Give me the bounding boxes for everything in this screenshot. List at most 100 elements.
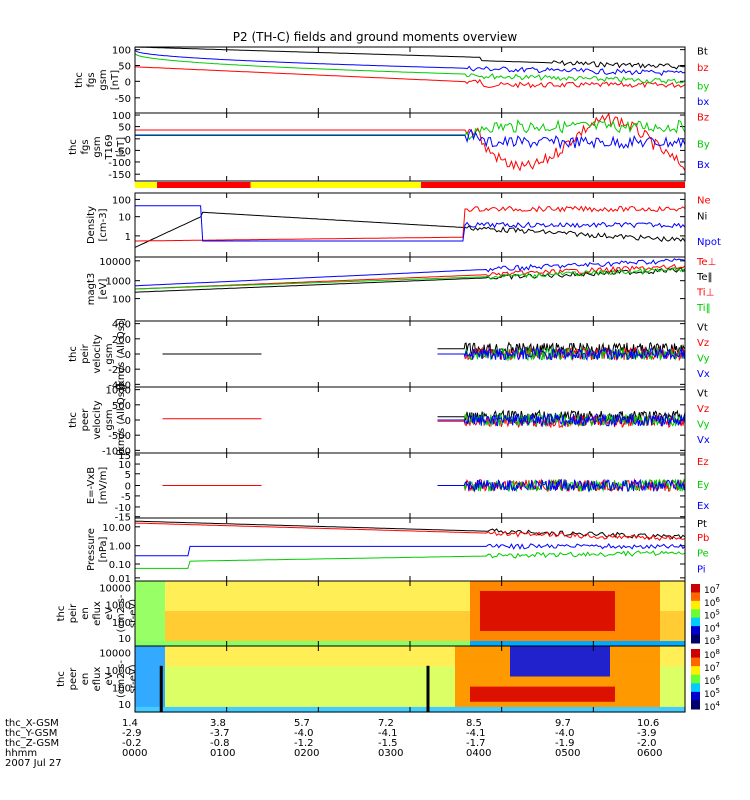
spectrogram-cell bbox=[615, 696, 621, 703]
spectrogram-cell bbox=[355, 636, 361, 642]
spectrogram-cell bbox=[555, 676, 561, 683]
spectrogram-cell bbox=[310, 646, 316, 652]
spectrogram-cell bbox=[225, 691, 231, 698]
spectrogram-cell bbox=[180, 676, 186, 683]
spectrogram-cell bbox=[630, 646, 636, 652]
ylabel-line: T169 bbox=[104, 134, 115, 160]
spectrogram-cell bbox=[635, 631, 641, 637]
spectrogram-cell bbox=[185, 616, 191, 622]
spectrogram-cell bbox=[645, 616, 651, 622]
spectrogram-cell bbox=[450, 596, 456, 602]
spectrogram-cell bbox=[605, 706, 611, 713]
spectrogram-cell bbox=[360, 631, 366, 637]
spectrogram-cell bbox=[435, 581, 441, 587]
spectrogram-cell bbox=[255, 661, 261, 667]
spectrogram-cell bbox=[580, 661, 586, 667]
spectrogram-cell bbox=[520, 581, 526, 587]
spectrogram-cell bbox=[585, 596, 591, 602]
colorbar-swatch bbox=[691, 600, 700, 610]
spectrogram-cell bbox=[185, 686, 191, 693]
spectrogram-cell bbox=[395, 636, 401, 642]
spectrogram-cell bbox=[210, 696, 216, 703]
spectrogram-cell bbox=[400, 621, 406, 627]
spectrogram-cell bbox=[240, 656, 246, 662]
spectrogram-cell bbox=[295, 581, 301, 587]
spectrogram-cell bbox=[285, 686, 291, 693]
spectrogram-cell bbox=[190, 641, 196, 647]
spectrogram-cell bbox=[385, 691, 391, 698]
spectrogram-cell bbox=[340, 666, 346, 672]
spectrogram-cell bbox=[280, 581, 286, 587]
spectrogram-cell bbox=[610, 696, 616, 703]
spectrogram-cell bbox=[510, 611, 516, 617]
spectrogram-cell bbox=[570, 591, 576, 597]
spectrogram-cell bbox=[490, 596, 496, 602]
spectrogram-cell bbox=[650, 641, 656, 647]
spectrogram-cell bbox=[175, 586, 181, 592]
ylabel-line: eV bbox=[104, 607, 115, 620]
spectrogram-cell bbox=[385, 676, 391, 683]
spectrogram-cell bbox=[615, 646, 621, 652]
spectrogram-cell bbox=[595, 626, 601, 632]
spectrogram-cell bbox=[335, 696, 341, 703]
spectrogram-cell bbox=[135, 646, 141, 652]
spectrogram-cell bbox=[205, 696, 211, 703]
spectrogram-cell bbox=[395, 681, 401, 688]
spectrogram-cell bbox=[380, 701, 386, 708]
spectrogram-cell bbox=[355, 676, 361, 683]
spectrogram-cell bbox=[540, 626, 546, 632]
spectrogram-cell bbox=[140, 606, 146, 612]
spectrogram-cell bbox=[540, 696, 546, 703]
spectrogram-cell bbox=[200, 606, 206, 612]
spectrogram-cell bbox=[385, 601, 391, 607]
spectrogram-cell bbox=[180, 701, 186, 708]
spectrogram-cell bbox=[205, 591, 211, 597]
spectrogram-cell bbox=[565, 706, 571, 713]
spectrogram-cell bbox=[365, 651, 371, 657]
spectrogram-cell bbox=[650, 586, 656, 592]
spectrogram-cell bbox=[530, 591, 536, 597]
spectrogram-cell bbox=[175, 581, 181, 587]
spectrogram-cell bbox=[550, 676, 556, 683]
spectrogram-cell bbox=[675, 676, 681, 683]
spectrogram-cell bbox=[475, 586, 481, 592]
spectrogram-cell bbox=[455, 666, 461, 672]
spectrogram-cell bbox=[490, 626, 496, 632]
spectrogram-cell bbox=[575, 606, 581, 612]
spectrogram-cell bbox=[205, 636, 211, 642]
spectrogram-cell bbox=[365, 636, 371, 642]
spectrogram-cell bbox=[490, 606, 496, 612]
spectrogram-cell bbox=[510, 661, 516, 667]
spectrogram-cell bbox=[355, 656, 361, 662]
spectrogram-cell bbox=[675, 656, 681, 662]
spectrogram-cell bbox=[200, 581, 206, 587]
spectrogram-cell bbox=[560, 686, 566, 693]
spectrogram-cell bbox=[160, 661, 166, 667]
spectrogram-cell bbox=[165, 671, 171, 678]
spectrogram-cell bbox=[550, 586, 556, 592]
spectrogram-cell bbox=[625, 671, 631, 678]
spectrogram-cell bbox=[470, 681, 476, 688]
spectrogram-cell bbox=[160, 626, 166, 632]
spectrogram-cell bbox=[475, 651, 481, 657]
spectrogram-cell bbox=[505, 631, 511, 637]
spectrogram-cell bbox=[465, 661, 471, 667]
spectrogram-cell bbox=[150, 676, 156, 683]
spectrogram-cell bbox=[415, 581, 421, 587]
spectrogram-cell bbox=[435, 691, 441, 698]
spectrogram-cell bbox=[195, 581, 201, 587]
spectrogram-cell bbox=[245, 691, 251, 698]
spectrogram-cell bbox=[205, 611, 211, 617]
spectrogram-cell bbox=[145, 661, 151, 667]
spectrogram-cell bbox=[345, 671, 351, 678]
spectrogram-cell bbox=[245, 706, 251, 713]
spectrogram-cell bbox=[215, 626, 221, 632]
spectrogram-cell bbox=[515, 681, 521, 688]
spectrogram-cell bbox=[465, 701, 471, 708]
spectrogram-cell bbox=[330, 641, 336, 647]
spectrogram-cell bbox=[135, 661, 141, 667]
spectrogram-cell bbox=[540, 586, 546, 592]
spectrogram-cell bbox=[530, 691, 536, 698]
spectrogram-cell bbox=[605, 676, 611, 683]
